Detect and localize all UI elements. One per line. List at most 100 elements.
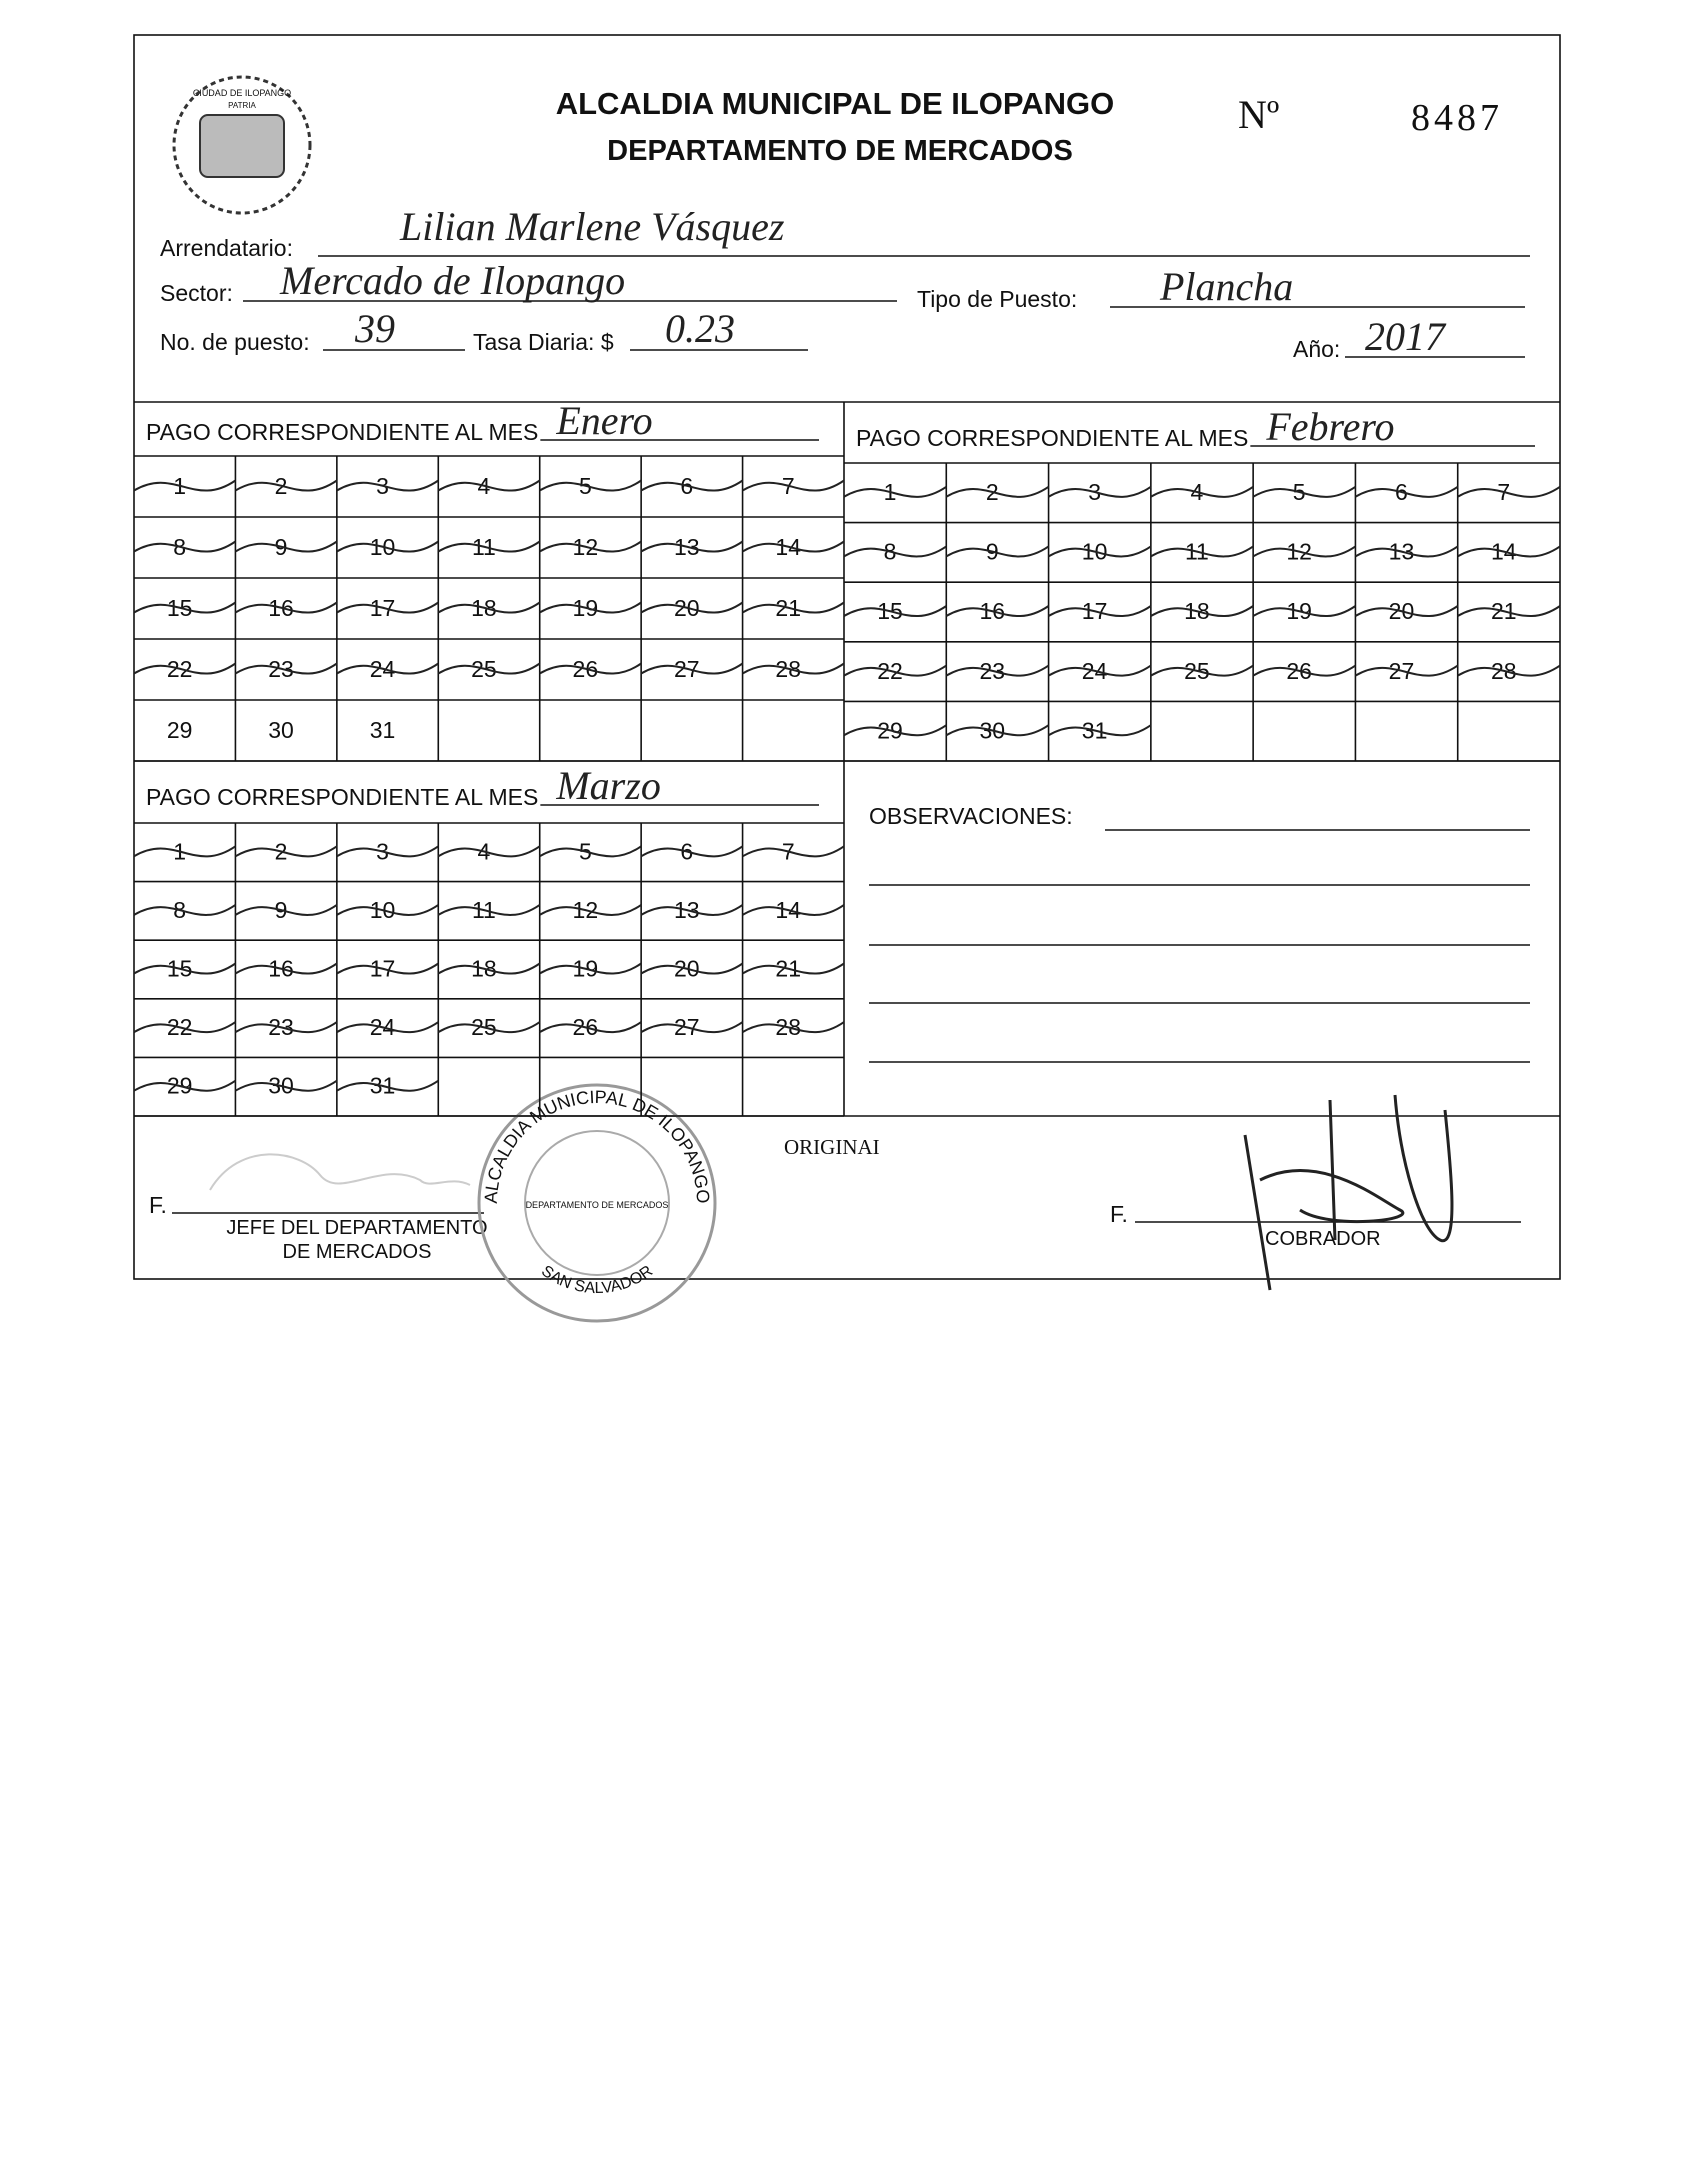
payment-mark [742, 540, 845, 553]
seal-text: ALCALDIA MUNICIPAL DE ILOPANGO [481, 1087, 713, 1204]
form-number: 8487 [1411, 97, 1503, 139]
payment-mark [1150, 545, 1254, 558]
payment-mark [1457, 605, 1561, 617]
payment-mark [336, 479, 439, 492]
payment-mark [640, 540, 744, 553]
payment-mark [437, 845, 541, 858]
payment-mark [945, 664, 1050, 677]
payment-mark [234, 845, 338, 858]
payment-mark [1354, 605, 1459, 617]
seal-text: SAN SALVADOR [538, 1263, 656, 1298]
title: ALCALDIA MUNICIPAL DE ILOPANGO [556, 86, 1115, 121]
payment-mark [843, 724, 947, 737]
payment-mark [1048, 485, 1152, 498]
logo-shield [199, 114, 285, 178]
payment-mark [945, 545, 1050, 558]
payment-mark [437, 479, 541, 492]
payment-mark [336, 662, 439, 675]
month-name: Enero [555, 398, 652, 443]
original-stamp: ORIGINAI [784, 1135, 880, 1159]
payment-mark [640, 962, 744, 975]
payment-mark [1354, 545, 1459, 558]
right-role: COBRADOR [1265, 1228, 1381, 1250]
payment-mark [437, 662, 541, 675]
seal-inner-text: DEPARTAMENTO DE MERCADOS [526, 1200, 669, 1210]
seal-ring [477, 1083, 717, 1323]
payment-mark [843, 664, 947, 677]
payment-mark [437, 540, 541, 553]
payment-mark [1354, 485, 1459, 498]
payment-mark [1150, 664, 1254, 677]
payment-mark [1457, 485, 1561, 498]
payment-mark [742, 1021, 845, 1034]
payment-mark [437, 904, 541, 916]
field-value: Mercado de Ilopango [279, 258, 625, 303]
payment-mark [234, 1079, 338, 1092]
payment-mark [234, 662, 338, 675]
payment-mark [336, 845, 439, 858]
payment-mark [539, 904, 642, 916]
day-number: 31 [370, 717, 396, 743]
subtitle: DEPARTAMENTO DE MERCADOS [607, 135, 1073, 167]
payment-mark [640, 479, 744, 492]
observations-label: OBSERVACIONES: [869, 803, 1073, 829]
payment-mark [539, 962, 642, 975]
payment-mark [133, 962, 236, 975]
field-label: Año: [1293, 336, 1340, 362]
payment-mark [843, 605, 947, 617]
payment-mark [336, 962, 439, 975]
month-label: PAGO CORRESPONDIENTE AL MES [146, 784, 538, 810]
payment-mark [539, 662, 642, 675]
payment-mark [234, 904, 338, 916]
field-value: 39 [354, 306, 395, 351]
payment-mark [234, 601, 338, 614]
left-sign-label: F. [149, 1192, 167, 1218]
payment-mark [742, 662, 845, 675]
field-label: Arrendatario: [160, 235, 293, 261]
payment-mark [843, 485, 947, 498]
payment-mark [640, 601, 744, 614]
jefe-signature [209, 1153, 471, 1191]
payment-mark [640, 662, 744, 675]
payment-mark [945, 485, 1050, 498]
payment-mark [1048, 545, 1152, 558]
field-value: Plancha [1159, 264, 1293, 309]
payment-mark [742, 479, 845, 492]
logo-text: CIUDAD DE ILOPANGO [193, 88, 291, 98]
payment-mark [437, 1021, 541, 1034]
payment-mark [133, 1079, 236, 1092]
month-label: PAGO CORRESPONDIENTE AL MES [146, 419, 538, 445]
payment-mark [539, 845, 642, 858]
month-name: Marzo [555, 763, 660, 808]
payment-mark [539, 479, 642, 492]
payment-mark [133, 479, 236, 492]
payment-mark [1457, 664, 1561, 677]
payment-mark [133, 601, 236, 614]
number-label: Nº [1238, 92, 1279, 137]
left-role: JEFE DEL DEPARTAMENTO [226, 1217, 487, 1239]
payment-mark [1252, 605, 1356, 617]
payment-mark [1150, 605, 1254, 617]
payment-mark [1354, 664, 1459, 677]
payment-mark [742, 601, 845, 614]
payment-mark [1457, 545, 1561, 558]
payment-mark [640, 904, 744, 916]
payment-mark [742, 962, 845, 975]
payment-mark [133, 845, 236, 858]
payment-mark [437, 601, 541, 614]
payment-mark [133, 662, 236, 675]
payment-mark [336, 1079, 439, 1092]
field-label: Tasa Diaria: $ [473, 329, 614, 355]
payment-mark [234, 962, 338, 975]
left-role: DE MERCADOS [283, 1241, 432, 1263]
payment-mark [539, 601, 642, 614]
payment-mark [133, 904, 236, 916]
field-value: Lilian Marlene Vásquez [399, 204, 785, 249]
day-number: 29 [167, 717, 193, 743]
payment-mark [234, 540, 338, 553]
field-label: Sector: [160, 280, 233, 306]
payment-mark [336, 540, 439, 553]
field-label: No. de puesto: [160, 329, 310, 355]
payment-mark [742, 904, 845, 916]
field-value: 0.23 [665, 306, 735, 351]
